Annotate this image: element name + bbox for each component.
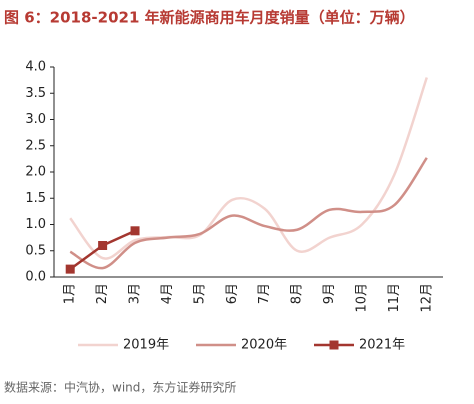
x-tick-label: 7月: [257, 283, 272, 304]
chart-title: 图 6：2018-2021 年新能源商用车月度销量（单位：万辆）: [4, 9, 415, 27]
x-tick-label: 2月: [95, 283, 110, 304]
x-tick-label: 8月: [290, 283, 305, 304]
legend-label: 2019年: [123, 338, 169, 353]
y-tick-label: 0.5: [25, 243, 46, 258]
x-tick-label: 12月: [419, 283, 434, 313]
x-tick-label: 6月: [225, 283, 240, 304]
x-tick-label: 5月: [192, 283, 207, 304]
y-tick-label: 2.5: [25, 138, 46, 153]
series-line: [69, 77, 428, 260]
x-tick-label: 1月: [63, 283, 78, 304]
y-tick-label: 1.0: [25, 217, 46, 232]
chart-source: 数据来源：中汽协，wind，东方证券研究所: [4, 380, 236, 395]
x-tick-label: 3月: [128, 283, 143, 304]
y-tick-label: 4.0: [25, 60, 46, 75]
x-tick-label: 10月: [354, 283, 369, 313]
legend-label: 2021年: [359, 338, 405, 353]
series-line: [69, 157, 428, 270]
data-point: [130, 226, 140, 236]
y-tick-label: 3.0: [25, 112, 46, 127]
legend-marker: [329, 340, 339, 350]
y-tick-label: 1.5: [25, 191, 46, 206]
y-tick-label: 2.0: [25, 165, 46, 180]
data-point: [65, 264, 75, 274]
data-point: [98, 241, 108, 250]
x-tick-label: 9月: [322, 283, 337, 304]
x-tick-label: 11月: [387, 283, 402, 313]
x-tick-label: 4月: [160, 283, 175, 304]
y-tick-label: 0.0: [25, 270, 46, 285]
legend-label: 2020年: [241, 338, 287, 353]
y-tick-label: 3.5: [25, 86, 46, 101]
